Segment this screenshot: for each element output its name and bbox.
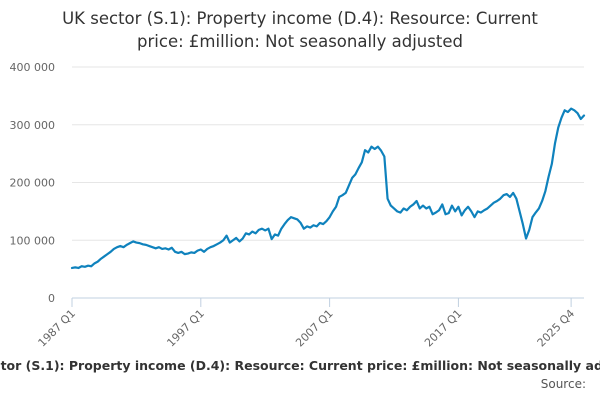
x-axis-tick-labels: 1987 Q1 1997 Q1 2007 Q1 2017 Q1 2025 Q4 bbox=[36, 298, 578, 350]
legend-series-label[interactable]: UK sector (S.1): Property income (D.4): … bbox=[0, 358, 600, 373]
source-label: Source: bbox=[541, 377, 586, 391]
y-tick-label: 0 bbox=[48, 292, 55, 305]
chart-title-line-1: UK sector (S.1): Property income (D.4): … bbox=[62, 9, 538, 28]
x-tick-label: 2025 Q4 bbox=[535, 307, 578, 350]
y-tick-label: 300 000 bbox=[10, 119, 56, 132]
series-layer bbox=[70, 107, 586, 270]
y-tick-label: 100 000 bbox=[10, 234, 56, 247]
y-axis-tick-labels: 0 100 000 200 000 300 000 400 000 bbox=[10, 61, 56, 305]
x-tick-label: 2017 Q1 bbox=[422, 307, 465, 350]
x-tick-label: 1997 Q1 bbox=[164, 307, 207, 350]
y-gridlines bbox=[72, 66, 584, 241]
y-tick-label: 400 000 bbox=[10, 61, 56, 74]
chart-title-line-2: price: £million: Not seasonally adjusted bbox=[137, 32, 463, 51]
y-tick-label: 200 000 bbox=[10, 177, 56, 190]
x-tick-label: 1987 Q1 bbox=[36, 307, 79, 350]
series-line-property-income[interactable] bbox=[70, 107, 586, 270]
x-tick-label: 2007 Q1 bbox=[293, 307, 336, 350]
